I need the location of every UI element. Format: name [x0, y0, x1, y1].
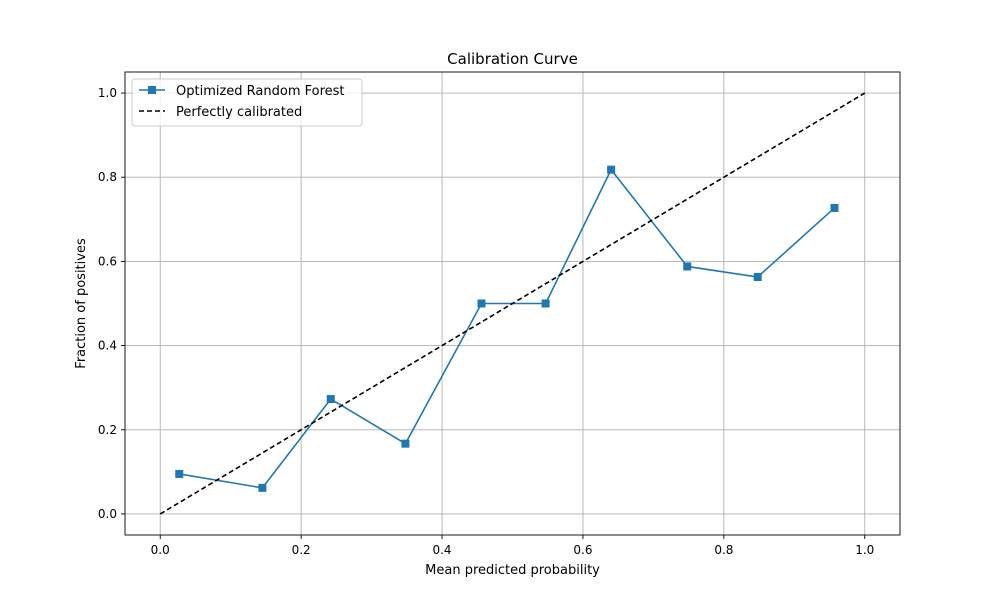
legend: Optimized Random Forest Perfectly calibr…: [131, 78, 363, 127]
data-point-marker: [326, 395, 335, 404]
data-point-marker: [175, 469, 184, 478]
data-point-marker: [477, 299, 486, 308]
y-tick-label: 1.0: [98, 86, 117, 100]
ticks: 0.0 0.2 0.4 0.6 0.8 1.0 0.0 0.2 0.4 0.6 0.8 1.0: [98, 86, 874, 557]
chart-title: Calibration Curve: [447, 50, 578, 68]
legend-marker-rf: [148, 86, 156, 94]
y-tick-label: 0.4: [98, 339, 117, 353]
axes-frame: [124, 71, 901, 536]
x-tick-label: 0.0: [151, 543, 170, 557]
x-tick-label: 0.6: [573, 543, 592, 557]
x-tick-label: 0.2: [292, 543, 311, 557]
data-point-marker: [541, 299, 550, 308]
data-point-marker: [258, 483, 267, 492]
legend-box: [131, 78, 363, 127]
data-point-marker: [401, 439, 410, 448]
x-axis-label: Mean predicted probability: [425, 563, 600, 578]
data-point-marker: [683, 262, 692, 271]
x-tick-label: 0.8: [714, 543, 733, 557]
data-point-marker: [607, 165, 616, 174]
series-line-perfectly-calibrated: [159, 92, 866, 515]
y-tick-label: 0.8: [98, 170, 117, 184]
y-axis-label: Fraction of positives: [74, 238, 89, 369]
plot-area: [159, 92, 866, 515]
data-point-marker: [830, 203, 839, 212]
y-tick-label: 0.6: [98, 254, 117, 268]
series-line-random-forest: [179, 168, 836, 489]
y-tick-label: 0.0: [98, 507, 117, 521]
legend-label-rf: Optimized Random Forest: [176, 84, 345, 99]
data-point-marker: [753, 272, 762, 281]
legend-label-perfect: Perfectly calibrated: [176, 105, 302, 120]
x-tick-label: 0.4: [432, 543, 451, 557]
y-tick-label: 0.2: [98, 423, 117, 437]
x-tick-label: 1.0: [855, 543, 874, 557]
